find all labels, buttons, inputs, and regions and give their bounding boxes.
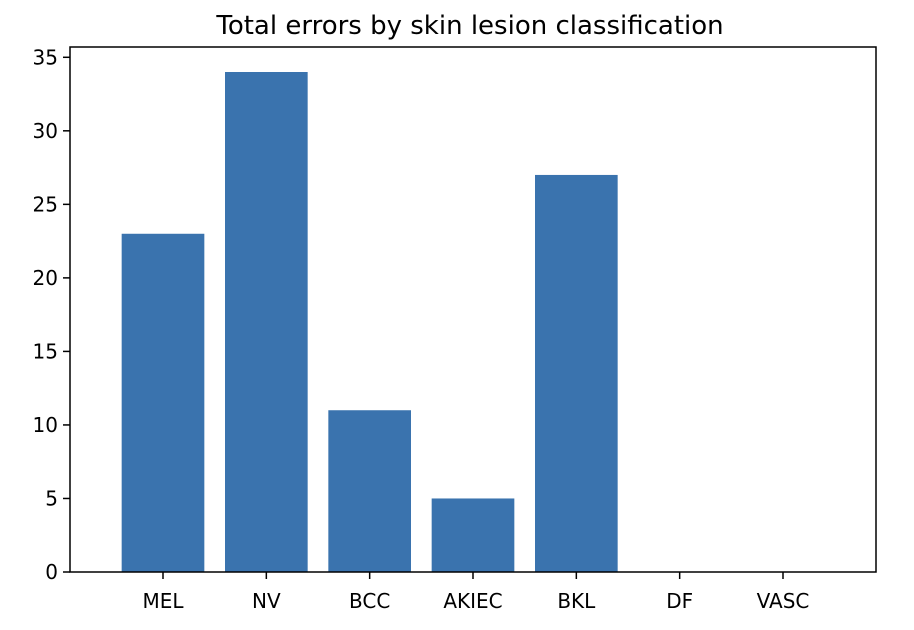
y-tick-label: 30 — [33, 119, 58, 143]
x-tick-label: BCC — [349, 589, 390, 613]
y-tick-label: 0 — [45, 560, 58, 584]
x-axis: MEL NV BCC AKIEC BKL DF VASC — [142, 572, 809, 613]
bar-bcc — [328, 410, 411, 572]
bar-nv — [225, 72, 308, 572]
y-tick-label: 20 — [33, 266, 58, 290]
y-tick-label: 5 — [45, 486, 58, 510]
y-tick-label: 15 — [33, 339, 58, 363]
x-tick-label: BKL — [557, 589, 596, 613]
y-tick-label: 25 — [33, 192, 58, 216]
x-tick-label: VASC — [757, 589, 810, 613]
x-tick-label: DF — [666, 589, 693, 613]
bar-akiec — [431, 498, 515, 572]
x-tick-label: NV — [252, 589, 281, 613]
bar-mel — [121, 233, 205, 572]
x-tick-label: MEL — [142, 589, 184, 613]
chart-title: Total errors by skin lesion classificati… — [215, 11, 723, 41]
y-tick-label: 35 — [33, 45, 58, 69]
x-tick-label: AKIEC — [443, 589, 502, 613]
bar-bkl — [535, 174, 618, 573]
y-tick-label: 10 — [33, 413, 58, 437]
plot-frame — [69, 46, 877, 573]
bars-group — [121, 72, 618, 573]
y-axis: 0 5 10 15 20 25 30 35 — [33, 45, 70, 584]
